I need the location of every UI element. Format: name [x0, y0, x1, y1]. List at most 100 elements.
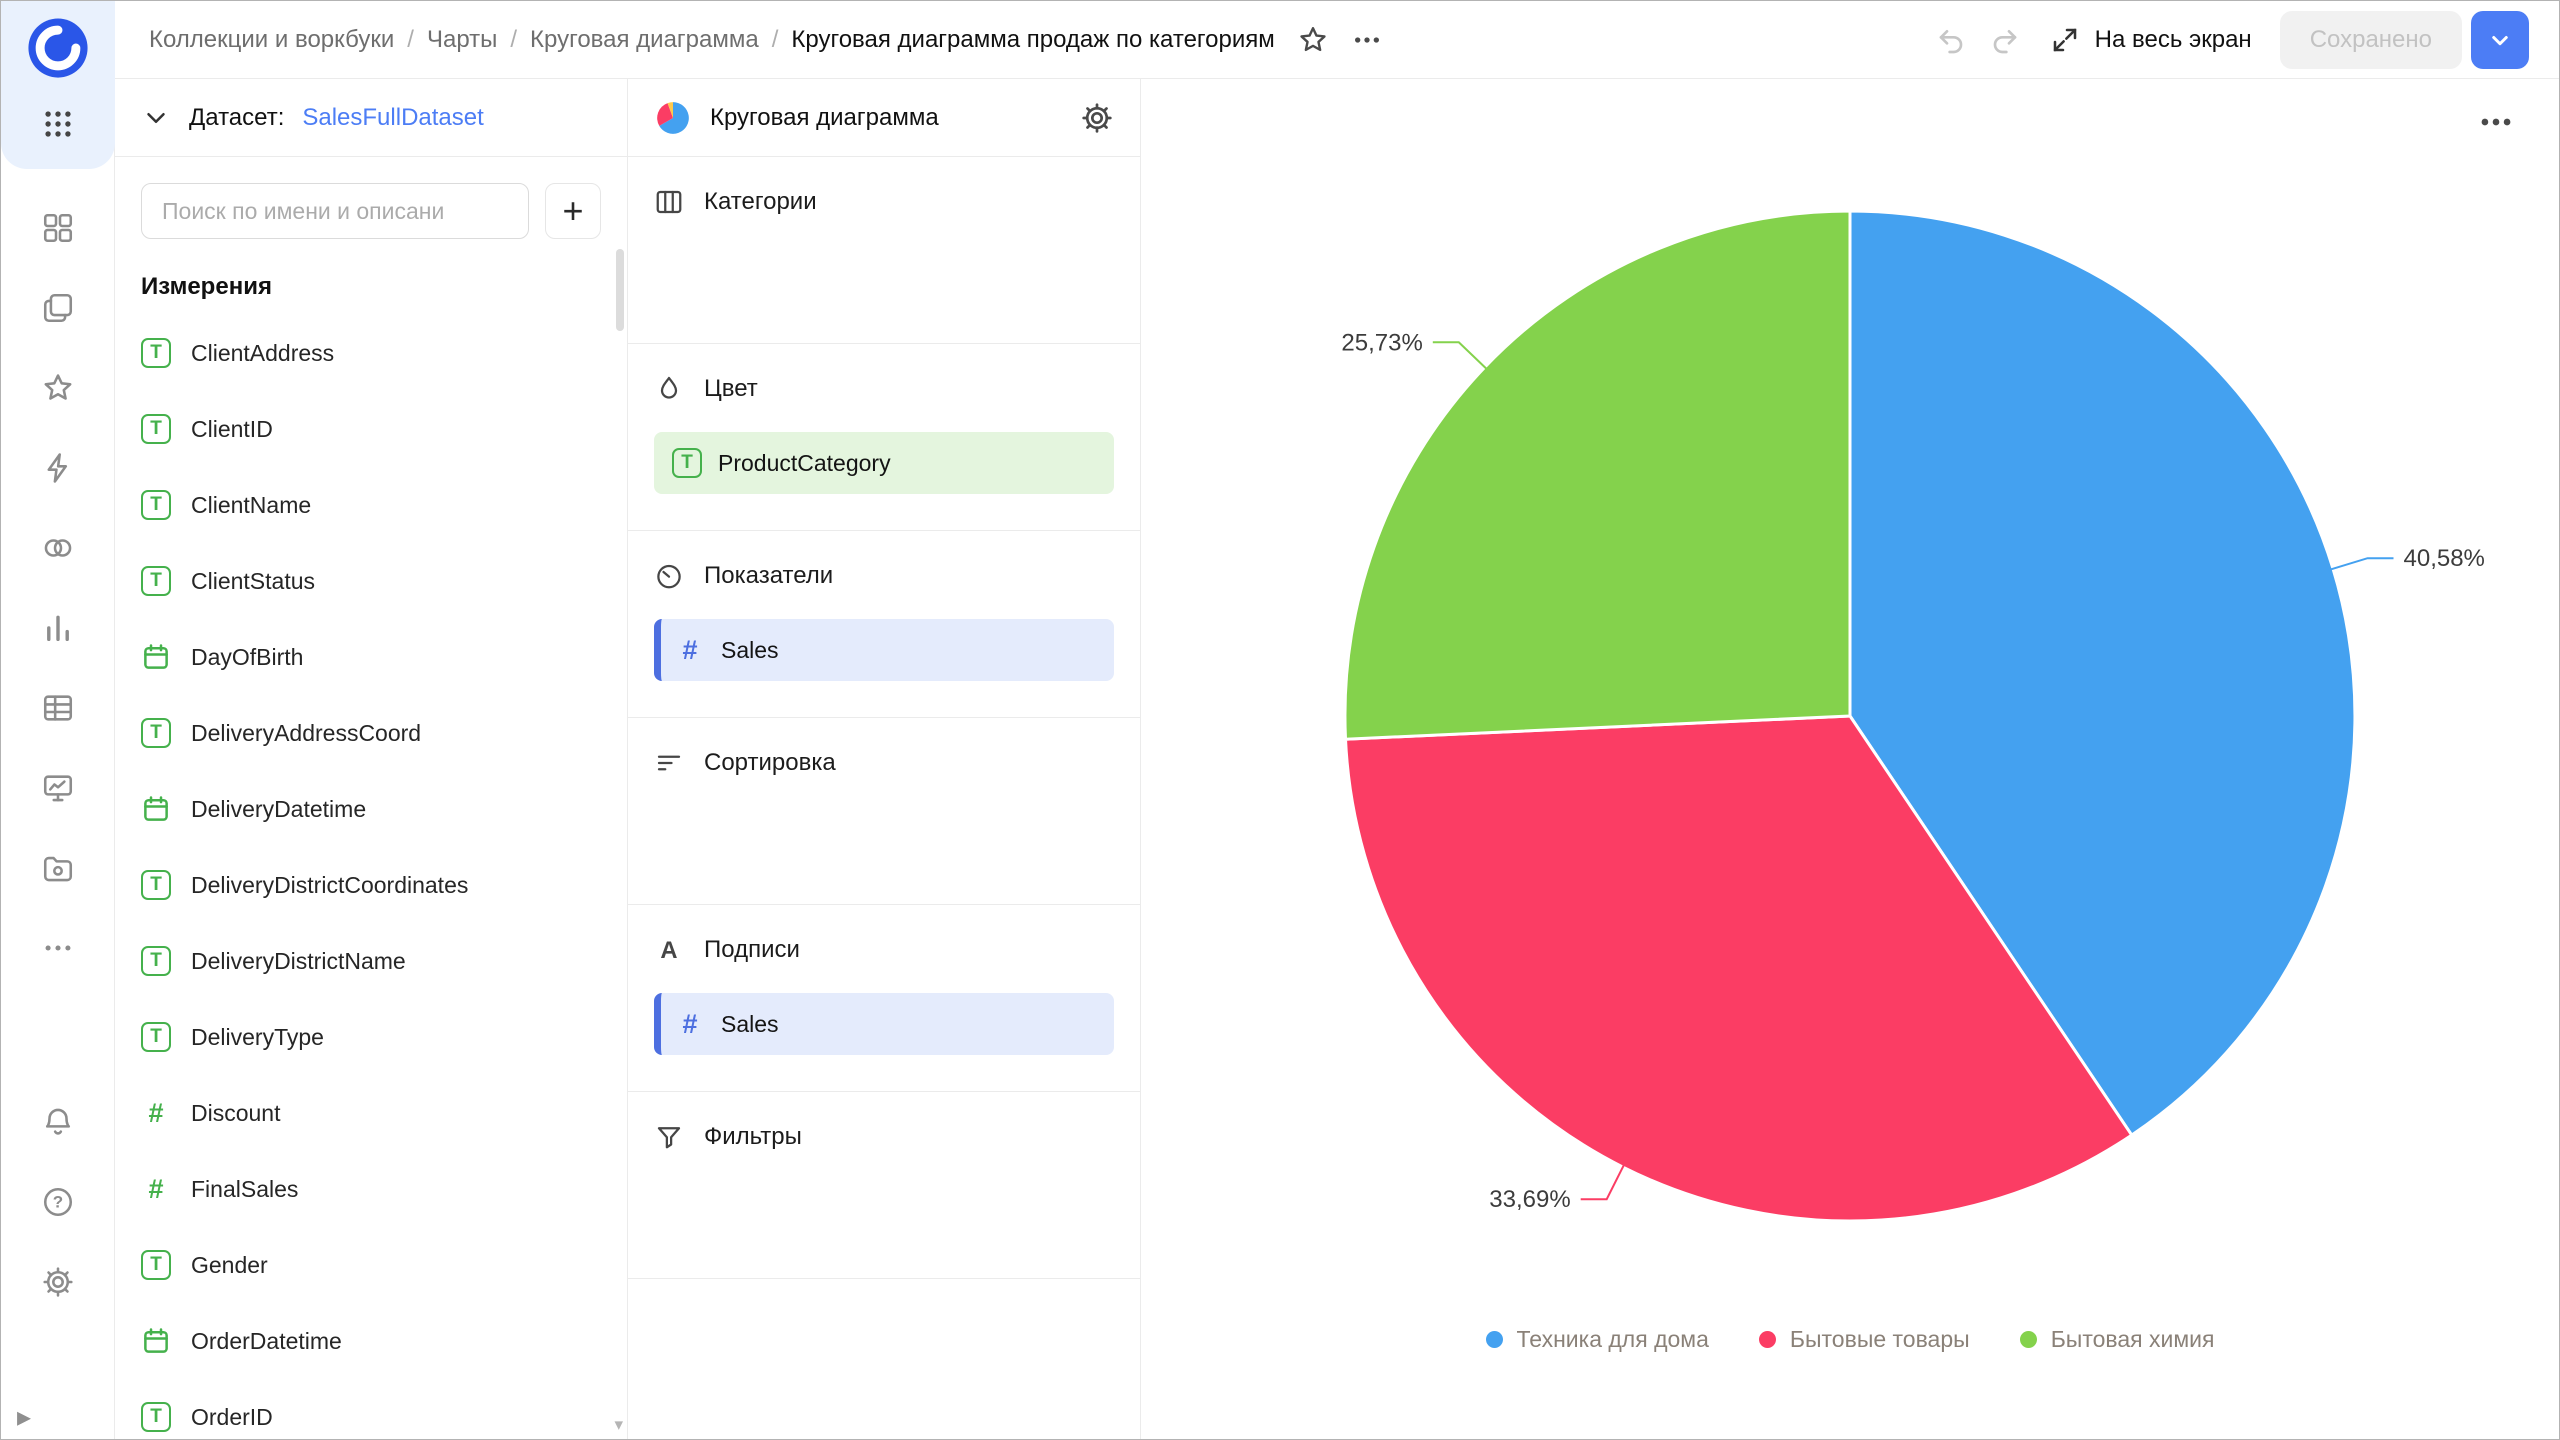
chart-settings-gear-icon[interactable]: [1080, 101, 1114, 135]
rail-tables-icon[interactable]: [41, 691, 75, 725]
dataset-field-ClientAddress[interactable]: T ClientAddress: [115, 315, 627, 391]
svg-text:?: ?: [52, 1193, 62, 1212]
section-drop-zone[interactable]: # Sales: [654, 619, 1114, 681]
field-chip-Sales[interactable]: # Sales: [654, 993, 1114, 1055]
dataset-field-ClientID[interactable]: T ClientID: [115, 391, 627, 467]
sort-icon: [654, 748, 684, 778]
svg-text:A: A: [660, 937, 677, 964]
legend-item-2[interactable]: Бытовая химия: [2019, 1326, 2215, 1353]
fields-list: T ClientAddress T ClientID T ClientName …: [115, 311, 627, 1439]
apps-grid-icon[interactable]: [41, 107, 75, 141]
pie-area: 40,58% 33,69% 25,73%: [1141, 79, 2559, 1439]
rail-links-icon[interactable]: [41, 531, 75, 565]
dataset-chevron-icon[interactable]: [141, 103, 171, 133]
dataset-field-ClientName[interactable]: T ClientName: [115, 467, 627, 543]
scroll-down-icon[interactable]: ▾: [614, 1415, 623, 1434]
field-name: OrderID: [191, 1403, 273, 1430]
pie-slice-2[interactable]: [1343, 209, 1852, 741]
save-group: Сохранено: [2279, 10, 2529, 69]
rail-help-icon[interactable]: ?: [41, 1185, 75, 1219]
saved-button[interactable]: Сохранено: [2279, 10, 2462, 69]
dataset-panel: Датасет: SalesFullDataset + Измерения T …: [115, 79, 628, 1439]
rail-charts-icon[interactable]: [41, 611, 75, 645]
columns-icon: [654, 187, 684, 217]
content-row: Датасет: SalesFullDataset + Измерения T …: [115, 79, 2559, 1439]
section-header: Фильтры: [654, 1122, 1114, 1152]
section-header: Категории: [654, 187, 1114, 217]
breadcrumb-link[interactable]: Круговая диаграмма: [530, 25, 759, 53]
field-name: DeliveryDistrictCoordinates: [191, 871, 469, 898]
rail-dashboards-icon[interactable]: [41, 771, 75, 805]
dataset-field-DeliveryType[interactable]: T DeliveryType: [115, 999, 627, 1075]
more-actions-icon[interactable]: [1351, 24, 1383, 56]
config-section-categories: Категории: [628, 157, 1140, 344]
dataset-field-Discount[interactable]: # Discount: [115, 1075, 627, 1151]
fullscreen-label: На весь экран: [2094, 25, 2252, 53]
field-search-input[interactable]: [141, 183, 529, 239]
pie-chart-type-icon: [657, 101, 689, 134]
chip-label: Sales: [721, 1010, 779, 1037]
add-field-button[interactable]: +: [545, 183, 601, 239]
scrollbar-thumb[interactable]: [616, 249, 624, 331]
collapse-caret-icon[interactable]: ▸: [17, 1401, 32, 1432]
breadcrumb-item: Круговая диаграмма /: [530, 26, 791, 54]
measures-icon: [654, 561, 684, 591]
legend-dot: [1758, 1331, 1776, 1348]
dataset-field-FinalSales[interactable]: # FinalSales: [115, 1151, 627, 1227]
dataset-field-DeliveryAddressCoord[interactable]: T DeliveryAddressCoord: [115, 695, 627, 771]
dataset-search-row: +: [115, 157, 627, 243]
rail-collections-icon[interactable]: [41, 291, 75, 325]
dimensions-title: Измерения: [141, 273, 272, 300]
datalens-logo[interactable]: [25, 15, 91, 81]
undo-icon[interactable]: [1935, 24, 1967, 56]
dataset-field-DeliveryDatetime[interactable]: DeliveryDatetime: [115, 771, 627, 847]
text-field-icon: T: [141, 946, 171, 976]
rail-storage-icon[interactable]: [41, 851, 75, 885]
field-name: Gender: [191, 1251, 268, 1278]
dataset-field-DeliveryDistrictCoordinates[interactable]: T DeliveryDistrictCoordinates: [115, 847, 627, 923]
chevron-down-icon: [2492, 35, 2508, 45]
save-dropdown-button[interactable]: [2471, 10, 2529, 69]
section-header: Показатели: [654, 561, 1114, 591]
dataset-field-DayOfBirth[interactable]: DayOfBirth: [115, 619, 627, 695]
dataset-field-ClientStatus[interactable]: T ClientStatus: [115, 543, 627, 619]
favorite-star-icon[interactable]: [1297, 24, 1329, 56]
legend-item-1[interactable]: Бытовые товары: [1758, 1326, 1970, 1353]
chart-menu-icon[interactable]: [2477, 103, 2515, 141]
legend-item-0[interactable]: Техника для дома: [1485, 1326, 1709, 1353]
date-field-icon: [144, 796, 168, 821]
section-drop-zone[interactable]: # Sales: [654, 993, 1114, 1055]
rail-notifications-icon[interactable]: [41, 1105, 75, 1139]
breadcrumb-separator: /: [771, 25, 779, 53]
dataset-field-Gender[interactable]: T Gender: [115, 1227, 627, 1303]
expand-icon: [2053, 28, 2076, 51]
chart-pane: 40,58% 33,69% 25,73% Техника для дома Бытов…: [1141, 79, 2559, 1439]
config-section-sort: Сортировка: [628, 718, 1140, 905]
fullscreen-button[interactable]: На весь экран: [2049, 24, 2252, 56]
field-name: ClientAddress: [191, 339, 335, 366]
field-chip-ProductCategory[interactable]: T ProductCategory: [654, 432, 1114, 494]
top-header: Коллекции и воркбуки / Чарты / Круговая …: [115, 1, 2559, 79]
rail-settings-icon[interactable]: [41, 1265, 75, 1299]
pie-callout-line: [1580, 1164, 1625, 1201]
breadcrumb-link[interactable]: Коллекции и воркбуки: [149, 25, 395, 53]
rail-favorites-icon[interactable]: [41, 371, 75, 405]
field-name: DeliveryDistrictName: [191, 947, 406, 974]
rail-more-icon[interactable]: [41, 931, 75, 965]
section-label: Фильтры: [704, 1123, 802, 1150]
dataset-field-OrderDatetime[interactable]: OrderDatetime: [115, 1303, 627, 1379]
legend-label: Бытовая химия: [2050, 1326, 2215, 1352]
dataset-field-OrderID[interactable]: T OrderID: [115, 1379, 627, 1439]
pie-callout-line: [2330, 557, 2394, 571]
section-drop-zone[interactable]: T ProductCategory: [654, 432, 1114, 494]
rail-lightning-icon[interactable]: [41, 451, 75, 485]
config-section-filters: Фильтры: [628, 1092, 1140, 1279]
rail-grid-icon[interactable]: [41, 211, 75, 245]
dataset-field-DeliveryDistrictName[interactable]: T DeliveryDistrictName: [115, 923, 627, 999]
breadcrumb-link[interactable]: Чарты: [426, 25, 498, 53]
redo-icon[interactable]: [1989, 24, 2021, 56]
field-chip-Sales[interactable]: # Sales: [654, 619, 1114, 681]
dataset-name-link[interactable]: SalesFullDataset: [302, 103, 484, 131]
section-label: Цвет: [704, 375, 758, 402]
